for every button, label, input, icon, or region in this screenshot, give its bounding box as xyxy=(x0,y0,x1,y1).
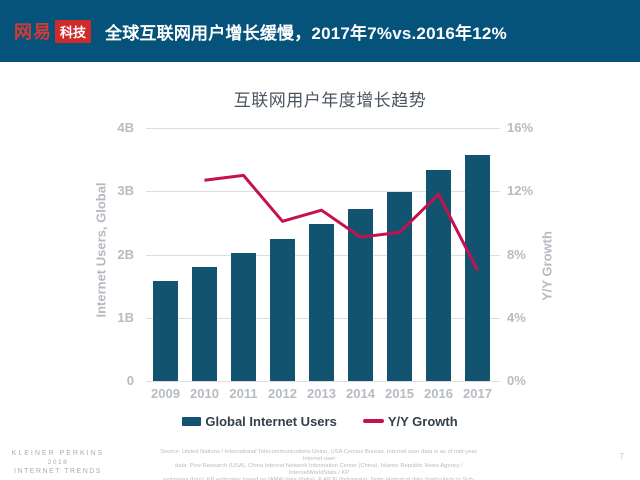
source-note-line: Source: United Nations / International T… xyxy=(160,449,478,462)
x-axis-tick: 2017 xyxy=(463,386,492,401)
y-axis-tick-right: 0% xyxy=(507,373,526,388)
y-axis-tick-left: 3B xyxy=(117,183,134,199)
y-axis-tick-right: 8% xyxy=(507,246,526,262)
gridline xyxy=(146,128,500,129)
bar-swatch-icon xyxy=(182,416,202,426)
plot-area xyxy=(146,128,500,382)
y-axis-tick-left: 2B xyxy=(117,246,134,262)
growth-line-svg xyxy=(204,173,479,271)
chart-legend: Global Internet Users Y/Y Growth xyxy=(0,410,640,432)
bar-2012 xyxy=(270,239,295,381)
x-axis-tick: 2015 xyxy=(385,386,414,401)
header-bar: 网易 科技 全球互联网用户增长缓慢，2017年7%vs.2016年12% xyxy=(0,0,640,62)
bar-2010 xyxy=(192,267,217,381)
brand-line: 2018 xyxy=(47,459,69,466)
tech-logo-badge: 科技 xyxy=(55,19,92,43)
bar-2016 xyxy=(426,170,451,381)
kleiner-perkins-brand: KLEINER PERKINS 2018 INTERNET TRENDS xyxy=(6,450,110,475)
legend-item-bar: Global Internet Users xyxy=(182,413,337,429)
x-axis-tick: 2012 xyxy=(268,386,297,401)
bar-2011 xyxy=(231,252,256,381)
netease-tech-logo: 网易 科技 xyxy=(14,18,92,44)
source-note-line: data: Pew Research (USA), China Internet… xyxy=(175,463,463,476)
y-axis-tick-left: 4B xyxy=(117,120,134,135)
page-number: 7 xyxy=(619,452,624,461)
y-axis-tick-right: 12% xyxy=(507,183,534,199)
legend-label-line: Y/Y Growth xyxy=(387,413,458,429)
growth-line xyxy=(204,173,479,271)
right-axis-title: Y/Y Growth xyxy=(539,231,555,301)
y-axis-tick-right: 4% xyxy=(507,309,526,325)
chart-title: 互联网用户年度增长趋势 xyxy=(233,91,427,110)
y-axis-tick-right: 16% xyxy=(507,120,534,135)
y-axis-tick-left: 0 xyxy=(126,373,134,388)
x-axis-tick: 2014 xyxy=(346,386,375,401)
x-axis-tick: 2011 xyxy=(229,386,258,401)
brand-line: INTERNET TRENDS xyxy=(14,468,102,475)
bar-2013 xyxy=(309,223,334,381)
legend-item-line: Y/Y Growth xyxy=(362,413,458,429)
brand-line: KLEINER PERKINS xyxy=(11,450,105,457)
source-note-line: estimates (Iran). KP estimates based on … xyxy=(163,477,475,480)
legend-label-bar: Global Internet Users xyxy=(205,413,337,429)
x-axis-tick: 2013 xyxy=(307,386,336,401)
page-title: 全球互联网用户增长缓慢，2017年7%vs.2016年12% xyxy=(105,23,507,43)
x-axis-tick: 2009 xyxy=(151,386,180,401)
y-axis-tick-left: 1B xyxy=(117,309,134,325)
gridline xyxy=(146,191,500,193)
x-axis-tick: 2010 xyxy=(190,386,219,401)
x-axis-tick: 2016 xyxy=(424,386,453,401)
bar-2009 xyxy=(153,281,178,381)
netease-logo-text: 网易 xyxy=(14,22,52,42)
gridline xyxy=(146,381,500,382)
line-swatch-icon xyxy=(362,419,384,423)
source-note: Source: United Nations / International T… xyxy=(158,449,480,480)
